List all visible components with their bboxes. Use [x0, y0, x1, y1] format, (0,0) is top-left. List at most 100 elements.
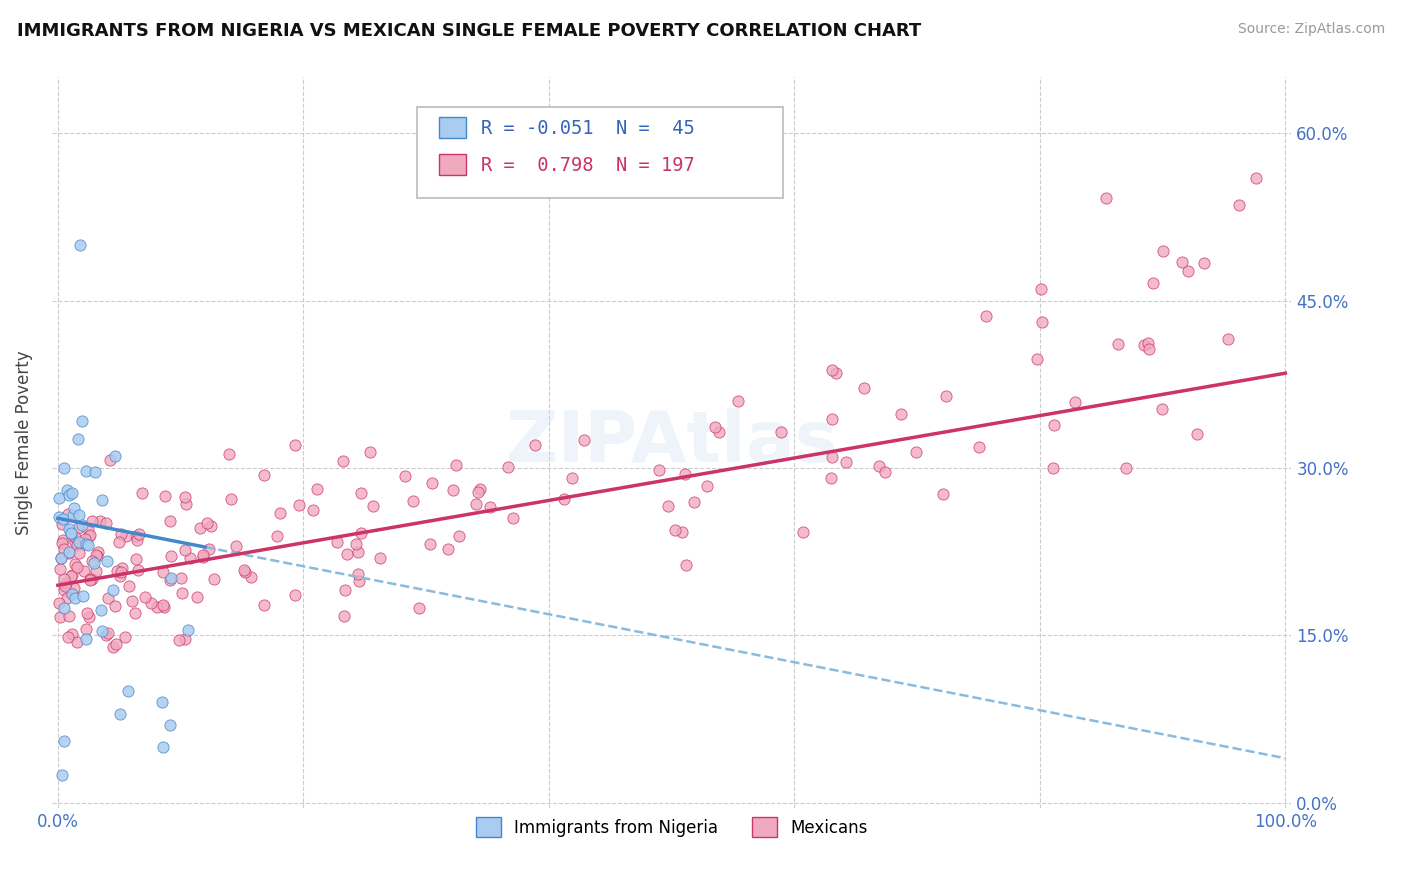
Point [1139, 342, 1161, 356]
Point [160, 571, 183, 585]
Point [191, 548, 214, 562]
Point [1171, 255, 1194, 269]
Point [305, 482, 328, 496]
Point [186, 591, 208, 605]
Point [86, 549, 108, 563]
Point [60, 486, 83, 500]
Point [98, 453, 121, 467]
Point [200, 519, 222, 533]
Point [91, 493, 114, 508]
Point [1064, 395, 1087, 409]
Point [479, 500, 502, 514]
Point [52, 582, 75, 597]
Point [159, 717, 181, 731]
Point [111, 561, 134, 575]
Point [170, 571, 193, 585]
Point [56, 507, 79, 521]
Point [75, 532, 97, 546]
Point [67, 534, 90, 549]
Point [103, 599, 125, 613]
Point [48, 491, 70, 505]
Point [821, 363, 844, 377]
Point [69, 237, 91, 252]
Point [51, 516, 73, 531]
Point [53, 572, 76, 586]
Point [53, 734, 76, 748]
Point [97, 591, 120, 606]
Bar [439, 117, 465, 138]
Point [49, 562, 72, 576]
Point [174, 498, 197, 512]
Point [91, 624, 114, 638]
Point [55, 575, 77, 590]
Point [77, 528, 100, 542]
Point [974, 309, 997, 323]
Point [67, 521, 90, 535]
Point [188, 521, 211, 535]
Point [821, 412, 844, 426]
Point [664, 524, 686, 538]
Point [1107, 337, 1129, 351]
Point [524, 438, 547, 452]
Point [195, 516, 218, 530]
Point [792, 525, 814, 540]
Point [101, 582, 124, 597]
Point [79, 528, 101, 542]
Point [83, 465, 105, 479]
Point [167, 633, 190, 648]
Point [441, 483, 464, 497]
Point [332, 454, 354, 468]
Point [128, 527, 150, 541]
Point [75, 622, 97, 636]
Point [75, 537, 97, 551]
Point [344, 537, 367, 551]
Point [1177, 263, 1199, 277]
Point [63, 582, 86, 596]
Point [336, 548, 359, 562]
Point [219, 492, 242, 507]
Point [302, 502, 325, 516]
Point [1185, 426, 1208, 441]
Point [82, 515, 104, 529]
Point [62, 627, 84, 641]
Point [62, 568, 84, 582]
Point [48, 509, 70, 524]
Point [240, 570, 263, 584]
Point [58, 609, 80, 624]
Point [269, 506, 291, 520]
Point [104, 449, 127, 463]
Point [76, 522, 98, 536]
Point [283, 588, 305, 602]
Text: R =  0.798  N = 197: R = 0.798 N = 197 [481, 156, 695, 175]
Point [67, 508, 90, 522]
Point [359, 445, 381, 459]
Point [191, 549, 214, 564]
Point [707, 425, 730, 440]
Point [967, 441, 990, 455]
Point [675, 558, 697, 573]
Point [1031, 282, 1053, 296]
Point [59, 525, 82, 540]
Point [75, 464, 97, 478]
Point [67, 545, 90, 559]
Point [110, 565, 132, 579]
Point [75, 632, 97, 646]
Point [159, 573, 181, 587]
Point [932, 486, 955, 500]
Point [420, 476, 443, 491]
Point [108, 569, 131, 583]
Point [350, 526, 373, 541]
Point [361, 499, 384, 513]
Point [835, 455, 858, 469]
Point [72, 589, 94, 603]
Point [394, 469, 416, 483]
Text: ZIPAtlas: ZIPAtlas [505, 409, 838, 477]
Point [935, 388, 957, 402]
Point [65, 530, 87, 544]
Point [198, 542, 221, 557]
Point [173, 542, 195, 557]
Point [152, 740, 174, 755]
Point [105, 636, 128, 650]
Point [333, 609, 356, 624]
Point [467, 484, 489, 499]
